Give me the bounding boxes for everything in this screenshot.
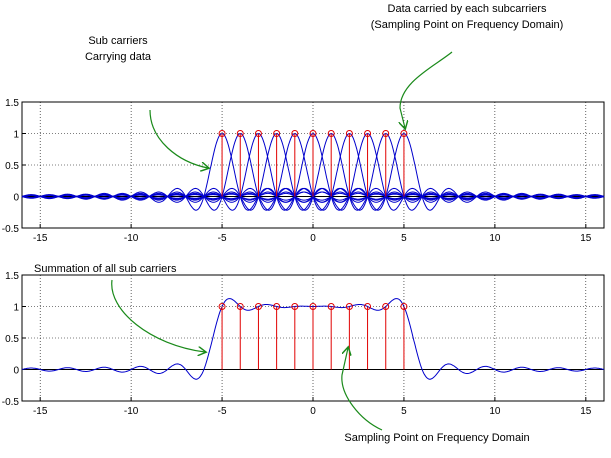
sample-point <box>364 130 372 137</box>
x-tick-label: -5 <box>218 233 227 244</box>
x-tick-label: 0 <box>310 233 316 244</box>
sample-point <box>345 130 353 137</box>
x-tick-label: -10 <box>124 406 139 417</box>
annotation-arrow <box>341 348 383 431</box>
x-tick-label: 5 <box>401 406 407 417</box>
x-tick-label: -10 <box>124 233 139 244</box>
annotation-text: (Sampling Point on Frequency Domain) <box>371 19 564 31</box>
y-tick-label: 1.5 <box>5 271 19 282</box>
annotation-text: Sampling Point on Frequency Domain <box>344 432 529 444</box>
y-tick-label: 1 <box>13 130 19 141</box>
sample-point <box>400 303 408 310</box>
annotation-text: Summation of all sub carriers <box>34 263 177 275</box>
sample-point <box>273 130 281 137</box>
sample-point <box>273 303 281 310</box>
sample-point <box>291 303 299 310</box>
sample-point <box>327 303 335 310</box>
x-tick-label: -15 <box>33 406 48 417</box>
sample-point <box>254 130 262 137</box>
sample-point <box>345 303 353 310</box>
annotation-arrow <box>111 279 205 352</box>
sample-point <box>218 130 226 137</box>
annotation-text: Carrying data <box>85 51 152 63</box>
sample-point <box>291 130 299 137</box>
sample-point <box>236 130 244 137</box>
x-tick-label: 10 <box>489 406 501 417</box>
sample-point <box>309 130 317 137</box>
y-tick-label: 0.5 <box>5 334 19 345</box>
sample-point <box>218 303 226 310</box>
y-tick-label: 0 <box>13 193 19 204</box>
x-tick-label: -5 <box>218 406 227 417</box>
x-tick-label: 10 <box>489 233 501 244</box>
annotation-text: Data carried by each subcarriers <box>388 3 547 15</box>
sample-point <box>364 303 372 310</box>
y-tick-label: -0.5 <box>2 224 20 235</box>
y-tick-label: 0.5 <box>5 161 19 172</box>
y-tick-label: -0.5 <box>2 397 20 408</box>
y-tick-label: 1.5 <box>5 98 19 109</box>
sample-point <box>382 303 390 310</box>
y-tick-label: 1 <box>13 303 19 314</box>
summation-chart: -15 -10 -5 0 5 10 15 1.5 1 0.5 0 -0.5 <box>2 271 605 417</box>
sample-point <box>254 303 262 310</box>
sample-point <box>327 130 335 137</box>
y-tick-label: 0 <box>13 366 19 377</box>
subcarriers-chart: -15 -10 -5 0 5 10 15 1.5 1 0.5 0 -0.5 <box>2 98 605 244</box>
x-tick-label: -15 <box>33 233 48 244</box>
x-tick-label: 15 <box>580 233 592 244</box>
annotation-text: Sub carriers <box>88 35 148 47</box>
x-tick-label: 15 <box>580 406 592 417</box>
sample-point <box>236 303 244 310</box>
x-tick-label: 0 <box>310 406 316 417</box>
annotation-arrow <box>149 109 208 168</box>
sample-point <box>309 303 317 310</box>
annotation-arrow <box>400 51 453 128</box>
x-tick-label: 5 <box>401 233 407 244</box>
sample-point <box>382 130 390 137</box>
